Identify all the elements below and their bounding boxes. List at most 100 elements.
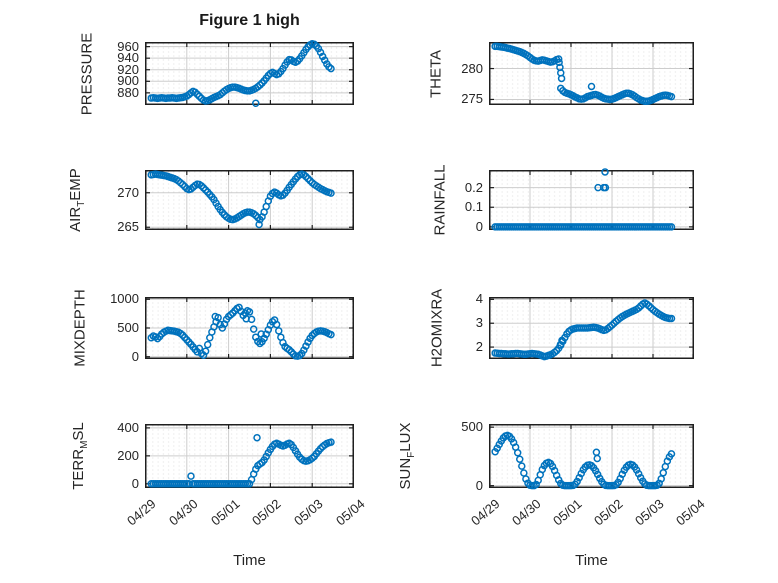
data-point bbox=[197, 182, 206, 190]
data-point bbox=[593, 470, 602, 479]
data-point bbox=[591, 467, 600, 475]
data-point bbox=[249, 325, 258, 333]
data-point-outlier bbox=[255, 220, 263, 229]
series-h2omixra bbox=[491, 299, 676, 361]
ytick-label-sun-flux: 500 bbox=[461, 419, 483, 435]
ytick-label-mixdepth: 500 bbox=[117, 320, 139, 335]
ytick-label-mixdepth: 1000 bbox=[110, 291, 139, 307]
y-axis-label-segment: THETA bbox=[427, 49, 445, 98]
data-point bbox=[302, 342, 310, 350]
ytick-label-h2omixra: 2 bbox=[475, 339, 483, 355]
data-point bbox=[634, 304, 643, 312]
axes-box-mixdepth bbox=[145, 297, 354, 359]
plot-area-sun-flux bbox=[489, 424, 694, 490]
data-point bbox=[493, 444, 501, 452]
plot-area-rainfall bbox=[489, 168, 694, 231]
ytick-label-theta: 280 bbox=[461, 60, 483, 76]
data-point bbox=[653, 481, 661, 489]
minor-grid-h2omixra bbox=[490, 298, 693, 358]
y-axis-label-segment: EMP bbox=[67, 168, 84, 201]
data-point bbox=[306, 176, 314, 185]
data-point-outlier bbox=[555, 58, 563, 67]
plot-area-terr-msl bbox=[145, 424, 354, 488]
data-point bbox=[327, 438, 335, 446]
data-point-outlier bbox=[593, 454, 601, 463]
ytick-label-rainfall: 0.1 bbox=[464, 199, 483, 215]
y-axis-label-segment: TERR bbox=[70, 448, 87, 490]
y-axis-label-rainfall: RAINFALL bbox=[432, 165, 449, 236]
data-point-outlier bbox=[601, 168, 609, 176]
data-point bbox=[518, 462, 526, 470]
y-axis-label-air-temp: AIRTEMP bbox=[67, 168, 87, 232]
y-axis-label-segment: PRESSURE bbox=[78, 32, 96, 115]
data-point bbox=[507, 435, 516, 443]
data-point bbox=[285, 346, 293, 354]
minor-grid-air-temp bbox=[146, 171, 353, 229]
data-point bbox=[634, 469, 643, 478]
series-terr-msl bbox=[147, 433, 335, 488]
data-point bbox=[235, 303, 243, 312]
x-axis-label-time: Time bbox=[575, 552, 608, 569]
data-point bbox=[538, 465, 547, 474]
ytick-label-rainfall: 0 bbox=[475, 218, 483, 234]
ytick-label-air-temp: 270 bbox=[117, 184, 139, 200]
axes-box-air-temp bbox=[145, 170, 354, 230]
data-point bbox=[275, 327, 283, 335]
series-air-temp bbox=[147, 170, 335, 229]
ytick-label-mixdepth: 0 bbox=[131, 348, 139, 364]
data-point bbox=[314, 44, 323, 53]
y-axis-label-segment: MIXDEPTH bbox=[71, 289, 89, 367]
series-theta bbox=[491, 42, 676, 106]
y-axis-label-terr-msl: TERRMSL bbox=[70, 422, 90, 490]
y-axis-label-segment: H2OMIXRA bbox=[428, 288, 446, 368]
data-point bbox=[193, 90, 201, 99]
ytick-label-pressure: 900 bbox=[117, 73, 139, 89]
data-point bbox=[279, 338, 287, 347]
series-mixdepth bbox=[147, 303, 335, 360]
data-point bbox=[573, 477, 581, 486]
series-rainfall bbox=[491, 168, 676, 231]
data-point bbox=[199, 184, 208, 192]
figure-title: Figure 1 high bbox=[199, 12, 300, 29]
ytick-label-h2omixra: 4 bbox=[475, 291, 483, 307]
data-point-outlier bbox=[556, 340, 565, 349]
data-point bbox=[327, 64, 335, 73]
data-point bbox=[191, 88, 199, 97]
data-point bbox=[667, 223, 676, 231]
y-axis-label-sun-flux: SUNFLUX bbox=[397, 423, 417, 490]
data-point bbox=[645, 302, 653, 310]
data-point bbox=[199, 351, 208, 360]
axes-box-h2omixra bbox=[489, 297, 694, 359]
series-pressure bbox=[147, 39, 335, 108]
data-point bbox=[195, 92, 204, 101]
data-point bbox=[614, 478, 622, 487]
data-point bbox=[178, 180, 187, 189]
data-point bbox=[513, 449, 522, 457]
data-point bbox=[304, 338, 312, 346]
ytick-label-pressure: 880 bbox=[117, 84, 139, 100]
y-axis-label-pressure: PRESSURE bbox=[79, 32, 96, 115]
data-point bbox=[187, 472, 195, 480]
ytick-label-pressure: 960 bbox=[117, 38, 139, 54]
xtick-label: 04/29 bbox=[124, 496, 159, 529]
ytick-label-theta: 275 bbox=[461, 91, 483, 107]
data-point bbox=[577, 469, 585, 478]
plot-area-air-temp bbox=[145, 170, 354, 230]
data-point bbox=[516, 455, 524, 463]
data-point bbox=[667, 450, 676, 458]
y-axis-label-theta: THETA bbox=[428, 49, 445, 97]
ytick-label-terr-msl: 200 bbox=[117, 447, 139, 463]
y-axis-label-segment: RAINFALL bbox=[431, 164, 449, 236]
data-point bbox=[304, 174, 312, 183]
data-point-outlier bbox=[242, 315, 250, 323]
data-point bbox=[302, 172, 310, 181]
data-point bbox=[300, 346, 308, 354]
series-sun-flux bbox=[491, 431, 676, 490]
data-point-outlier bbox=[211, 312, 219, 321]
data-point bbox=[548, 462, 557, 471]
data-point-outlier bbox=[587, 82, 596, 91]
data-point bbox=[203, 340, 212, 349]
data-point-outlier bbox=[257, 330, 265, 338]
data-point bbox=[245, 308, 254, 316]
